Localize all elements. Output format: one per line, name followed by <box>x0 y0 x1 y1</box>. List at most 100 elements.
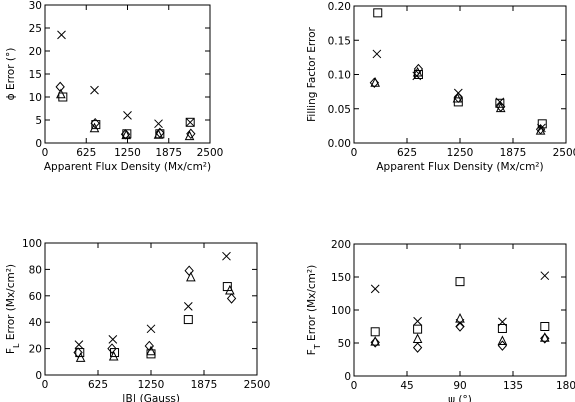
chart-phi-error: 0 625 1250 1875 2500 0 5 10 15 20 25 30 Apparent Flu… <box>5 0 223 173</box>
x-tick-label: 1875 <box>500 147 527 159</box>
x-tick-label: 0 <box>351 380 358 392</box>
y-tick-label: 0.20 <box>328 1 351 13</box>
point-diamond <box>184 265 194 276</box>
x-tick-label: 1250 <box>447 147 474 159</box>
point-triangle <box>184 130 195 141</box>
point-triangle <box>495 102 506 113</box>
series-square <box>370 277 550 337</box>
point-diamond <box>540 333 550 344</box>
point-triangle <box>370 336 381 346</box>
point-triangle <box>75 352 86 362</box>
series-triangle <box>370 66 546 135</box>
x-tick-label: 135 <box>503 380 523 392</box>
x-tick-label: 45 <box>400 380 413 392</box>
point-square <box>183 315 193 325</box>
y-tick-label: 50 <box>338 338 351 350</box>
x-tick-label: 1250 <box>114 147 141 159</box>
y-tick-label: 0.05 <box>328 104 351 116</box>
chart-ft-error: 0 45 90 135 180 0 50 100 150 200 ψ (°) FT Error (Mx… <box>306 239 575 402</box>
series-triangle <box>56 88 195 141</box>
point-triangle <box>89 122 100 133</box>
y-tick-label: 0 <box>35 138 42 150</box>
chart-fl-error: 0 625 1250 1875 2500 0 20 40 60 80 100 |B| (Gauss) F… <box>5 238 270 402</box>
point-triangle <box>452 92 463 103</box>
point-x <box>123 111 132 120</box>
x-tick-label: 90 <box>453 380 466 392</box>
y-axis-title: Filling Factor Error <box>306 26 318 121</box>
point-x <box>413 316 422 326</box>
point-triangle <box>412 333 423 344</box>
point-square <box>146 349 156 359</box>
x-tick-label: 625 <box>397 147 417 159</box>
y-tick-label: 10 <box>29 92 42 104</box>
point-diamond <box>455 321 465 332</box>
y-tick-label: 0.00 <box>328 138 351 150</box>
point-x <box>90 85 99 95</box>
point-x <box>154 119 163 129</box>
chart-filling-factor-error: 0 625 1250 1875 2500 0.00 0.05 0.10 0.15 0.20 Appa… <box>306 1 575 173</box>
point-square <box>537 119 547 129</box>
point-square <box>455 277 465 287</box>
point-x <box>108 335 118 344</box>
series-x <box>74 251 231 349</box>
x-tick-label: 0 <box>351 147 358 159</box>
x-tick-label: 1875 <box>191 379 218 391</box>
y-tick-label: 100 <box>22 238 42 250</box>
y-axis-title: ϕ Error (°) <box>5 48 17 101</box>
point-diamond <box>226 293 237 304</box>
point-diamond <box>107 343 117 354</box>
point-square <box>110 348 120 358</box>
x-tick-label: 1875 <box>155 147 182 159</box>
point-triangle <box>225 284 235 295</box>
plot-frame <box>353 5 567 144</box>
point-diamond <box>186 128 196 140</box>
y-tick-label: 60 <box>29 291 42 303</box>
y-tick-label: 150 <box>331 272 351 284</box>
point-triangle <box>186 271 196 282</box>
x-tick-label: 180 <box>556 380 575 392</box>
x-tick-label: 2500 <box>244 379 271 391</box>
point-triangle <box>108 350 119 361</box>
series-diamond <box>55 81 196 140</box>
y-tick-label: 40 <box>29 317 42 329</box>
point-triangle <box>146 345 156 356</box>
point-x <box>183 302 193 311</box>
x-axis-title: ψ (°) <box>448 394 472 402</box>
series-x <box>372 49 546 133</box>
point-x <box>185 117 195 127</box>
point-diamond <box>413 63 424 75</box>
point-square <box>75 348 85 358</box>
y-tick-label: 5 <box>35 115 42 127</box>
series-triangle <box>75 271 235 362</box>
point-square <box>185 117 195 127</box>
x-tick-label: 0 <box>42 379 49 391</box>
point-square <box>540 322 550 331</box>
series-square <box>373 8 547 129</box>
series-diamond <box>369 63 546 135</box>
point-square <box>373 8 383 18</box>
point-triangle <box>121 129 131 140</box>
y-tick-label: 80 <box>29 264 42 276</box>
y-tick-label: 20 <box>29 344 42 356</box>
point-x <box>370 284 380 294</box>
y-tick-label: 0.10 <box>328 70 351 82</box>
x-axis-title: Apparent Flux Density (Mx/cm²) <box>44 161 211 173</box>
y-tick-label: 0 <box>344 371 351 383</box>
x-axis-title: Apparent Flux Density (Mx/cm²) <box>376 161 543 173</box>
point-diamond <box>90 117 100 129</box>
point-square <box>497 323 507 333</box>
point-diamond <box>370 337 380 348</box>
series-x <box>370 271 550 328</box>
point-triangle <box>535 125 546 135</box>
point-x <box>455 318 465 328</box>
point-x <box>57 30 66 40</box>
y-tick-label: 20 <box>29 46 42 58</box>
point-square <box>413 324 423 334</box>
series-diamond <box>73 265 237 358</box>
series-x <box>57 30 195 129</box>
x-tick-label: 1250 <box>138 379 165 391</box>
y-tick-label: 0.15 <box>328 35 351 47</box>
x-tick-label: 2500 <box>197 147 224 159</box>
point-diamond <box>73 347 83 358</box>
